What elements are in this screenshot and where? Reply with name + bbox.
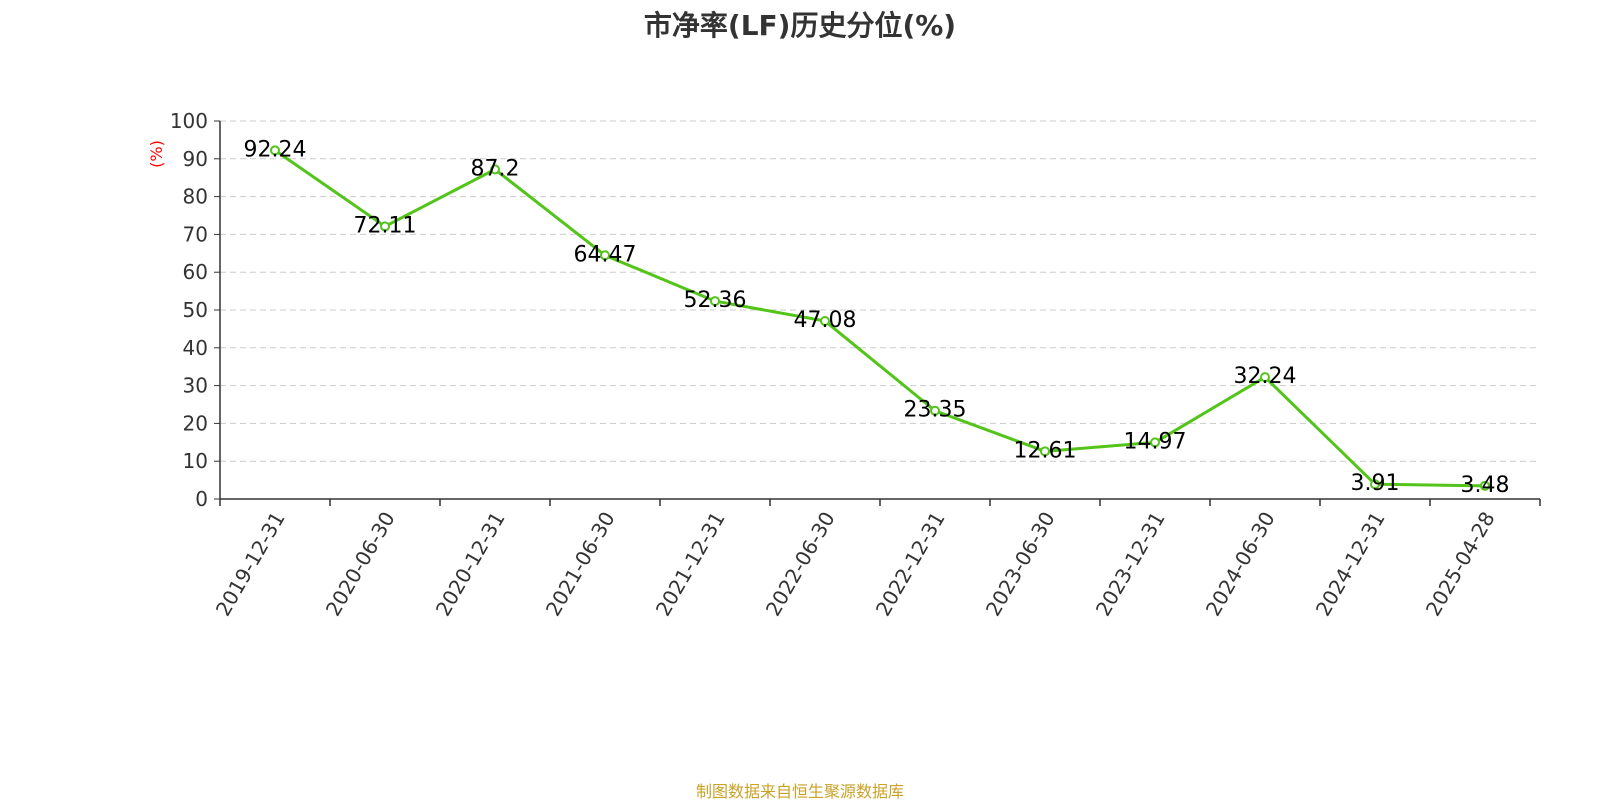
data-point xyxy=(270,145,280,156)
x-tick-label: 2022-06-30 xyxy=(761,508,840,621)
y-tick-label: 30 xyxy=(183,374,208,398)
x-tick-label: 2024-12-31 xyxy=(1311,508,1390,621)
x-tick-label: 2023-12-31 xyxy=(1091,508,1170,621)
data-point xyxy=(1040,446,1050,457)
x-tick-label: 2021-12-31 xyxy=(651,508,730,621)
data-label: 64.47 xyxy=(574,242,637,267)
grid-lines xyxy=(220,120,1540,462)
data-label: 87.2 xyxy=(471,156,520,181)
data-point xyxy=(600,250,610,261)
data-label: 14.97 xyxy=(1124,429,1187,454)
y-axis-label: (%) xyxy=(147,140,166,168)
y-tick-label: 60 xyxy=(183,260,208,284)
source-note: 制图数据来自恒生聚源数据库 xyxy=(695,782,904,801)
y-tick-label: 90 xyxy=(183,147,208,171)
y-tick-label: 80 xyxy=(183,185,208,209)
data-label: 3.91 xyxy=(1351,471,1400,496)
chart-title: 市净率(LF)历史分位(%) xyxy=(643,9,957,42)
data-point xyxy=(1260,372,1270,383)
x-axis-ticks: 2019-12-31 2020-06-30 2020-12-31 2021-06-30… xyxy=(211,499,1541,621)
data-label: 23.35 xyxy=(904,398,967,423)
data-point xyxy=(710,296,720,307)
data-label: 12.61 xyxy=(1014,438,1077,463)
data-label: 47.08 xyxy=(794,308,857,333)
y-tick-label: 100 xyxy=(170,109,208,133)
y-tick-label: 50 xyxy=(183,298,208,322)
data-label: 3.48 xyxy=(1461,473,1510,498)
x-tick-label: 2020-12-31 xyxy=(431,508,510,621)
x-tick-label: 2024-06-30 xyxy=(1201,508,1280,621)
data-point xyxy=(930,405,940,416)
data-point xyxy=(1150,437,1160,448)
data-point xyxy=(1370,479,1380,490)
data-label: 72.11 xyxy=(354,213,417,238)
x-tick-label: 2025-04-28 xyxy=(1421,508,1500,621)
x-tick-label: 2022-12-31 xyxy=(871,508,950,621)
y-tick-label: 20 xyxy=(183,411,208,435)
data-point xyxy=(380,221,390,232)
data-label: 52.36 xyxy=(684,288,747,313)
x-tick-label: 2020-06-30 xyxy=(321,508,400,621)
x-tick-label: 2021-06-30 xyxy=(541,508,620,621)
x-tick-label: 2019-12-31 xyxy=(211,508,290,621)
y-tick-label: 0 xyxy=(195,487,208,511)
y-tick-label: 70 xyxy=(183,222,208,246)
data-label: 92.24 xyxy=(244,137,307,162)
data-point xyxy=(490,164,500,175)
y-tick-label: 40 xyxy=(183,336,208,360)
x-tick-label: 2023-06-30 xyxy=(981,508,1060,621)
series-line xyxy=(274,149,1486,488)
data-point xyxy=(1480,480,1490,491)
data-point xyxy=(820,316,830,327)
y-axis-ticks: 0 10 20 30 40 50 60 70 80 90 100 xyxy=(170,109,220,511)
data-labels: 92.24 72.11 87.2 64.47 52.36 47.08 23.35 12.61 1… xyxy=(244,137,1510,498)
y-tick-label: 10 xyxy=(183,449,208,473)
series-line-group xyxy=(270,145,1490,491)
data-label: 32.24 xyxy=(1234,364,1297,389)
